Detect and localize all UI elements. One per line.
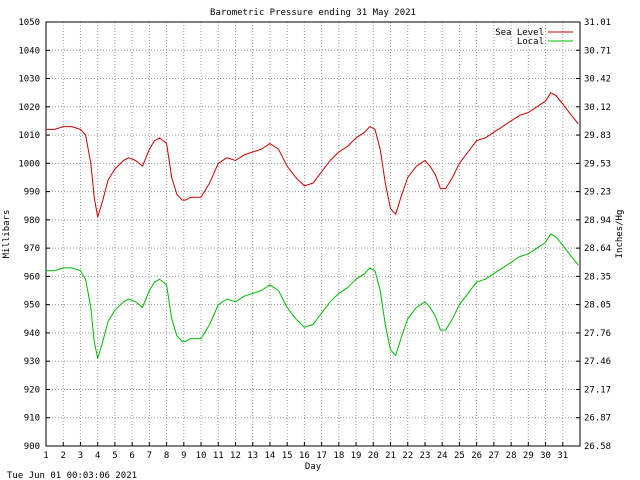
y-tick-label-right: 27.76 <box>584 329 611 339</box>
x-tick-label: 10 <box>196 451 207 461</box>
y-tick-label-right: 30.42 <box>584 75 611 85</box>
chart-title: Barometric Pressure ending 31 May 2021 <box>210 8 416 18</box>
y-tick-label-right: 30.12 <box>584 103 611 113</box>
series-line-sea-level <box>46 92 579 218</box>
y-tick-label-left: 1000 <box>18 159 40 169</box>
x-tick-label: 26 <box>471 451 482 461</box>
y-tick-label-left: 970 <box>24 244 40 254</box>
x-tick-label: 8 <box>164 451 169 461</box>
timestamp: Tue Jun 01 00:03:06 2021 <box>7 471 137 480</box>
x-tick-label: 13 <box>247 451 258 461</box>
y-tick-label-right: 29.53 <box>584 159 611 169</box>
y-axis-label-left: Millibars <box>2 210 12 259</box>
series-lines <box>46 92 579 359</box>
x-tick-label: 30 <box>540 451 551 461</box>
x-tick-label: 31 <box>557 451 568 461</box>
series-line-local <box>46 233 579 359</box>
x-tick-label: 4 <box>95 451 100 461</box>
y-tick-label-left: 980 <box>24 216 40 226</box>
y-tick-label-right: 28.64 <box>584 244 611 254</box>
y-tick-label-left: 940 <box>24 329 40 339</box>
x-tick-label: 17 <box>316 451 327 461</box>
x-tick-label: 15 <box>282 451 293 461</box>
legend-label-sea-level: Sea Level <box>495 28 544 38</box>
x-tick-label: 24 <box>437 451 448 461</box>
x-axis-label: Day <box>305 462 322 472</box>
y-tick-label-right: 27.17 <box>584 385 611 395</box>
x-tick-label: 3 <box>78 451 83 461</box>
y-axis-label-right: Inches/Hg <box>615 210 625 259</box>
y-tick-label-right: 26.87 <box>584 414 611 424</box>
y-tick-label-left: 1010 <box>18 131 40 141</box>
x-tick-label: 20 <box>368 451 379 461</box>
x-tick-label: 9 <box>181 451 186 461</box>
y-tick-label-right: 28.94 <box>584 216 611 226</box>
x-tick-label: 22 <box>402 451 413 461</box>
x-tick-label: 2 <box>61 451 66 461</box>
y-tick-label-left: 1050 <box>18 18 40 28</box>
y-tick-label-left: 910 <box>24 414 40 424</box>
legend: Sea Level Local <box>495 28 573 47</box>
x-tick-label: 29 <box>523 451 534 461</box>
y-tick-label-right: 28.35 <box>584 272 611 282</box>
grid-lines <box>46 22 580 446</box>
x-tick-label: 7 <box>147 451 152 461</box>
y-tick-label-left: 990 <box>24 188 40 198</box>
x-tick-label: 1 <box>43 451 48 461</box>
x-tick-label: 5 <box>112 451 117 461</box>
x-tick-label: 12 <box>230 451 241 461</box>
x-tick-label: 6 <box>129 451 134 461</box>
y-tick-label-right: 29.23 <box>584 188 611 198</box>
y-tick-label-right: 26.58 <box>584 442 611 452</box>
y-tick-label-right: 31.01 <box>584 18 611 28</box>
x-tick-label: 14 <box>265 451 276 461</box>
y-tick-label-left: 1020 <box>18 103 40 113</box>
x-tick-label: 18 <box>333 451 344 461</box>
y-tick-label-left: 1040 <box>18 46 40 56</box>
axis-ticks: 1 2 3 4 5 6 7 8 9 10 11 12 13 14 15 16 17 18 19 20 21 22 23 24 2… <box>18 18 611 461</box>
y-tick-label-left: 950 <box>24 301 40 311</box>
y-tick-label-right: 30.71 <box>584 46 611 56</box>
y-tick-label-left: 930 <box>24 357 40 367</box>
x-tick-label: 19 <box>351 451 362 461</box>
x-tick-label: 28 <box>506 451 517 461</box>
y-tick-label-left: 920 <box>24 385 40 395</box>
x-tick-label: 16 <box>299 451 310 461</box>
x-tick-label: 27 <box>488 451 499 461</box>
y-tick-label-left: 960 <box>24 272 40 282</box>
x-tick-label: 21 <box>385 451 396 461</box>
x-tick-label: 25 <box>454 451 465 461</box>
x-tick-label: 23 <box>420 451 431 461</box>
y-tick-label-left: 1030 <box>18 75 40 85</box>
plot-frame <box>45 21 581 447</box>
y-tick-label-right: 29.83 <box>584 131 611 141</box>
x-tick-label: 11 <box>213 451 224 461</box>
y-tick-label-right: 27.46 <box>584 357 611 367</box>
y-tick-label-left: 900 <box>24 442 40 452</box>
legend-label-local: Local <box>517 37 544 47</box>
y-tick-label-right: 28.05 <box>584 301 611 311</box>
